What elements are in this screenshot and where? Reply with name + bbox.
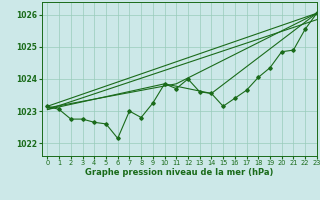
X-axis label: Graphe pression niveau de la mer (hPa): Graphe pression niveau de la mer (hPa) <box>85 168 273 177</box>
